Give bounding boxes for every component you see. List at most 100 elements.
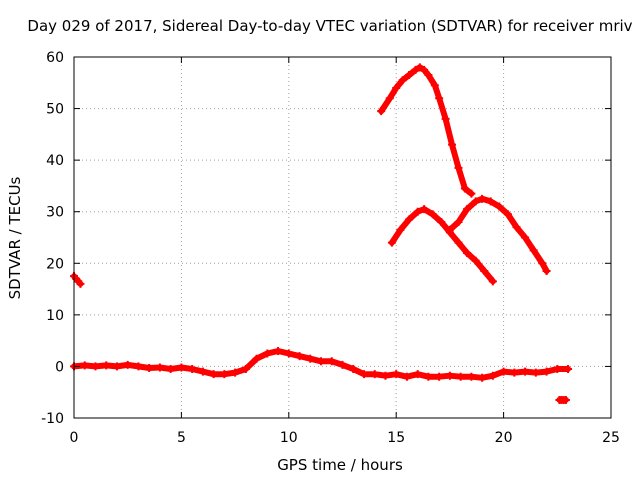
- data-point: [463, 248, 472, 257]
- data-point: [209, 370, 218, 379]
- y-tick-label: 50: [46, 102, 64, 118]
- data-point: [396, 225, 405, 234]
- data-point: [478, 194, 487, 203]
- plot-frame: [73, 56, 612, 419]
- data-point: [503, 210, 512, 219]
- data-point: [405, 71, 414, 80]
- series-line: [378, 64, 475, 197]
- data-point: [317, 357, 326, 366]
- data-point: [145, 363, 154, 372]
- y-tick-label: 0: [55, 359, 64, 375]
- data-point: [435, 372, 444, 381]
- data-point: [231, 368, 240, 377]
- data-point: [402, 372, 411, 381]
- y-tick-label: 10: [46, 308, 64, 324]
- data-point: [471, 197, 480, 206]
- data-point: [445, 371, 454, 380]
- data-point: [327, 357, 336, 366]
- ticks: 0 5 10 15 20 25 -10 0 10 20 30 40 50 60: [41, 50, 620, 446]
- data-point: [188, 365, 197, 374]
- data-point: [445, 225, 454, 234]
- data-point: [155, 363, 164, 372]
- data-point: [349, 365, 358, 374]
- data-point: [413, 207, 422, 216]
- x-tick-label: 5: [177, 430, 186, 446]
- data-point: [411, 65, 420, 74]
- data-point: [437, 218, 446, 227]
- data-point: [76, 279, 85, 288]
- data-point: [263, 349, 272, 358]
- data-point: [478, 373, 487, 382]
- series-early: [70, 272, 85, 288]
- data-point: [420, 205, 429, 214]
- data-point: [241, 365, 250, 374]
- x-tick-label: 10: [280, 430, 298, 446]
- data-point: [392, 83, 401, 92]
- data-point: [398, 76, 407, 85]
- series-group: [70, 63, 573, 404]
- data-point: [405, 215, 414, 224]
- data-point: [529, 246, 538, 255]
- series-arc-mid-2: [445, 194, 551, 276]
- data-point: [295, 352, 304, 361]
- y-tick-label: 40: [46, 153, 64, 169]
- data-point: [467, 189, 476, 198]
- data-point: [510, 368, 519, 377]
- data-point: [338, 360, 347, 369]
- data-point: [495, 202, 504, 211]
- data-point: [413, 370, 422, 379]
- y-tick-label: 60: [46, 50, 64, 66]
- data-point: [512, 223, 521, 232]
- x-tick-label: 25: [602, 430, 620, 446]
- data-point: [220, 370, 229, 379]
- data-point: [454, 163, 463, 172]
- data-point: [415, 63, 424, 72]
- y-axis-label: SDTVAR / TECUs: [6, 176, 24, 299]
- data-point: [553, 365, 562, 374]
- data-point: [392, 370, 401, 379]
- data-point: [428, 210, 437, 219]
- data-point: [448, 140, 457, 149]
- data-point: [377, 107, 386, 116]
- series-baseline: [70, 346, 573, 382]
- data-point: [456, 372, 465, 381]
- data-point: [385, 94, 394, 103]
- series-late-drop: [555, 395, 570, 404]
- data-point: [480, 267, 489, 276]
- data-point: [430, 81, 439, 90]
- data-point: [102, 361, 111, 370]
- data-point: [454, 238, 463, 247]
- data-point: [370, 370, 379, 379]
- data-point: [420, 65, 429, 74]
- data-point: [488, 277, 497, 286]
- data-point: [471, 256, 480, 265]
- x-tick-label: 0: [70, 430, 79, 446]
- data-point: [387, 238, 396, 247]
- data-point: [123, 360, 132, 369]
- data-point: [542, 367, 551, 376]
- data-point: [564, 365, 573, 374]
- y-tick-label: 20: [46, 256, 64, 272]
- data-point: [454, 218, 463, 227]
- data-point: [441, 114, 450, 123]
- data-point: [381, 371, 390, 380]
- data-point: [91, 362, 100, 371]
- data-point: [561, 395, 570, 404]
- data-point: [166, 365, 175, 374]
- y-tick-label: 30: [46, 205, 64, 221]
- x-tick-label: 20: [495, 430, 513, 446]
- data-point: [177, 363, 186, 372]
- data-point: [538, 259, 547, 268]
- data-point: [284, 349, 293, 358]
- data-point: [424, 71, 433, 80]
- data-point: [359, 370, 368, 379]
- x-axis-label: GPS time / hours: [277, 456, 403, 474]
- series-arc-high: [377, 63, 476, 198]
- data-point: [112, 362, 121, 371]
- data-point: [306, 354, 315, 363]
- data-point: [488, 371, 497, 380]
- data-point: [521, 233, 530, 242]
- data-point: [467, 372, 476, 381]
- chart-title: Day 029 of 2017, Sidereal Day-to-day VTE…: [27, 17, 632, 35]
